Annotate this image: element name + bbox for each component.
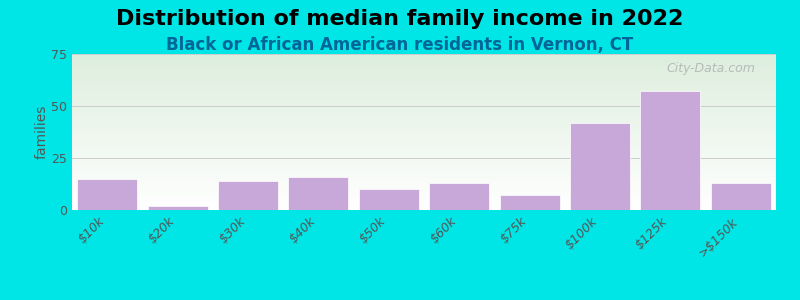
Text: City-Data.com: City-Data.com	[666, 62, 755, 75]
Text: Black or African American residents in Vernon, CT: Black or African American residents in V…	[166, 36, 634, 54]
Bar	[78, 179, 137, 210]
Bar	[148, 206, 207, 210]
Text: Distribution of median family income in 2022: Distribution of median family income in …	[116, 9, 684, 29]
Bar	[430, 183, 489, 210]
Bar	[359, 189, 418, 210]
Bar	[570, 123, 630, 210]
Bar	[289, 177, 348, 210]
Bar	[500, 195, 559, 210]
Bar	[641, 92, 700, 210]
Y-axis label: families: families	[34, 105, 48, 159]
Bar	[711, 183, 770, 210]
Bar	[218, 181, 278, 210]
